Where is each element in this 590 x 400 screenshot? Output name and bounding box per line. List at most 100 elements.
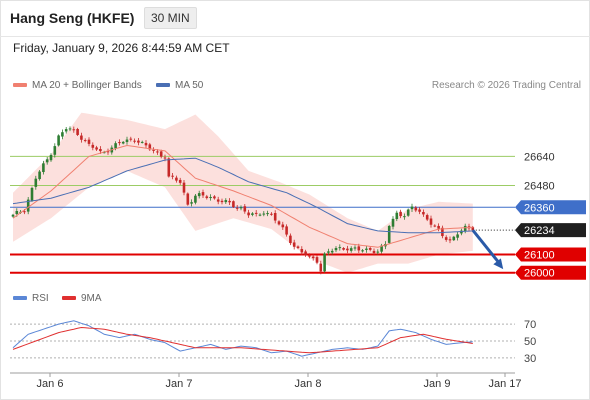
candle <box>243 204 247 214</box>
instrument-title: Hang Seng (HKFE) <box>10 10 135 26</box>
candle <box>118 139 121 146</box>
candle-body <box>68 128 72 130</box>
candle-body <box>346 248 349 251</box>
candle-body <box>357 246 361 251</box>
price-chart: 26640 26480 26360 26100 26000 26234 <box>10 112 586 280</box>
candle-body <box>15 210 19 214</box>
candle <box>437 223 440 232</box>
candle-body <box>235 207 239 209</box>
candle <box>414 205 418 213</box>
candle <box>262 211 266 217</box>
candle-body <box>334 248 338 251</box>
candle-body <box>285 226 288 235</box>
candle-body <box>224 200 228 203</box>
candle-body <box>448 239 452 241</box>
level-label-26100: 26100 <box>524 250 555 262</box>
candle-body <box>133 140 136 142</box>
candle-body <box>460 230 463 234</box>
rsi-ma-swatch <box>62 296 76 301</box>
candle <box>197 190 201 199</box>
candle-body <box>289 235 292 244</box>
level-label-26640: 26640 <box>524 151 555 163</box>
candle-body <box>444 237 448 240</box>
candle-body <box>148 144 152 150</box>
candle <box>125 136 129 145</box>
candle-body <box>380 245 383 252</box>
rsi-tick-70: 70 <box>524 319 536 331</box>
candle-body <box>140 141 144 143</box>
candle <box>349 246 353 253</box>
candle-body <box>61 132 64 137</box>
candle-body <box>228 200 231 203</box>
candle <box>273 210 277 224</box>
candle-body <box>72 129 76 131</box>
rsi-tick-50: 50 <box>524 336 536 348</box>
candle <box>342 247 345 251</box>
candle-body <box>266 213 269 215</box>
candle <box>323 252 326 273</box>
candle <box>380 243 383 254</box>
candle-body <box>197 193 201 197</box>
candle-body <box>247 212 250 216</box>
candle <box>281 221 285 230</box>
candle <box>45 156 49 165</box>
rsi-chart: 70 50 30 <box>10 319 536 365</box>
candle <box>441 225 444 239</box>
candle-body <box>57 135 60 146</box>
candle <box>429 215 433 228</box>
candle-body <box>156 151 159 153</box>
candle <box>251 212 254 217</box>
candle-body <box>11 214 15 217</box>
candle <box>410 203 414 212</box>
candle <box>72 126 76 133</box>
candle-body <box>395 212 399 220</box>
chart-header: Hang Seng (HKFE) 30 MIN <box>0 0 590 37</box>
candle-body <box>277 221 281 225</box>
candle <box>456 231 459 241</box>
candle-body <box>422 211 425 215</box>
candle <box>452 235 456 242</box>
candle-body <box>201 192 205 196</box>
candle <box>254 210 258 217</box>
candle-body <box>205 196 209 199</box>
candle-body <box>213 196 216 199</box>
candle <box>319 260 323 275</box>
x-tick-label: Jan 8 <box>295 378 322 390</box>
candle-body <box>406 209 410 216</box>
timeframe-badge[interactable]: 30 MIN <box>144 7 197 29</box>
candle-body <box>456 234 459 238</box>
candle <box>49 153 53 162</box>
candle <box>53 143 57 158</box>
candle-body <box>311 256 315 259</box>
candle-body <box>429 218 433 225</box>
candle-body <box>270 213 273 215</box>
candle-body <box>45 159 49 163</box>
candle <box>266 210 269 217</box>
candle-body <box>106 151 110 153</box>
candle <box>30 186 34 202</box>
level-tag-26360 <box>515 200 586 215</box>
candle <box>353 245 357 251</box>
candle <box>270 212 273 216</box>
legend-rsi-ma-label: 9MA <box>81 293 102 304</box>
candle-body <box>365 248 368 250</box>
candle-body <box>129 138 133 140</box>
candle <box>133 138 136 144</box>
candle <box>38 170 41 181</box>
candle-body <box>327 251 330 253</box>
candle <box>361 248 364 253</box>
candle <box>334 246 338 253</box>
candle-body <box>437 225 440 229</box>
candle <box>95 145 98 152</box>
candle-body <box>414 207 418 211</box>
candle-body <box>254 212 258 214</box>
candle <box>406 208 410 217</box>
candle-body <box>216 199 220 202</box>
candle <box>311 254 315 261</box>
candle <box>148 142 152 151</box>
ma20-line <box>12 144 473 248</box>
candle-body <box>30 187 34 201</box>
candle <box>224 198 228 204</box>
level-label-26480: 26480 <box>524 180 555 192</box>
projection-arrow-head <box>493 258 504 270</box>
